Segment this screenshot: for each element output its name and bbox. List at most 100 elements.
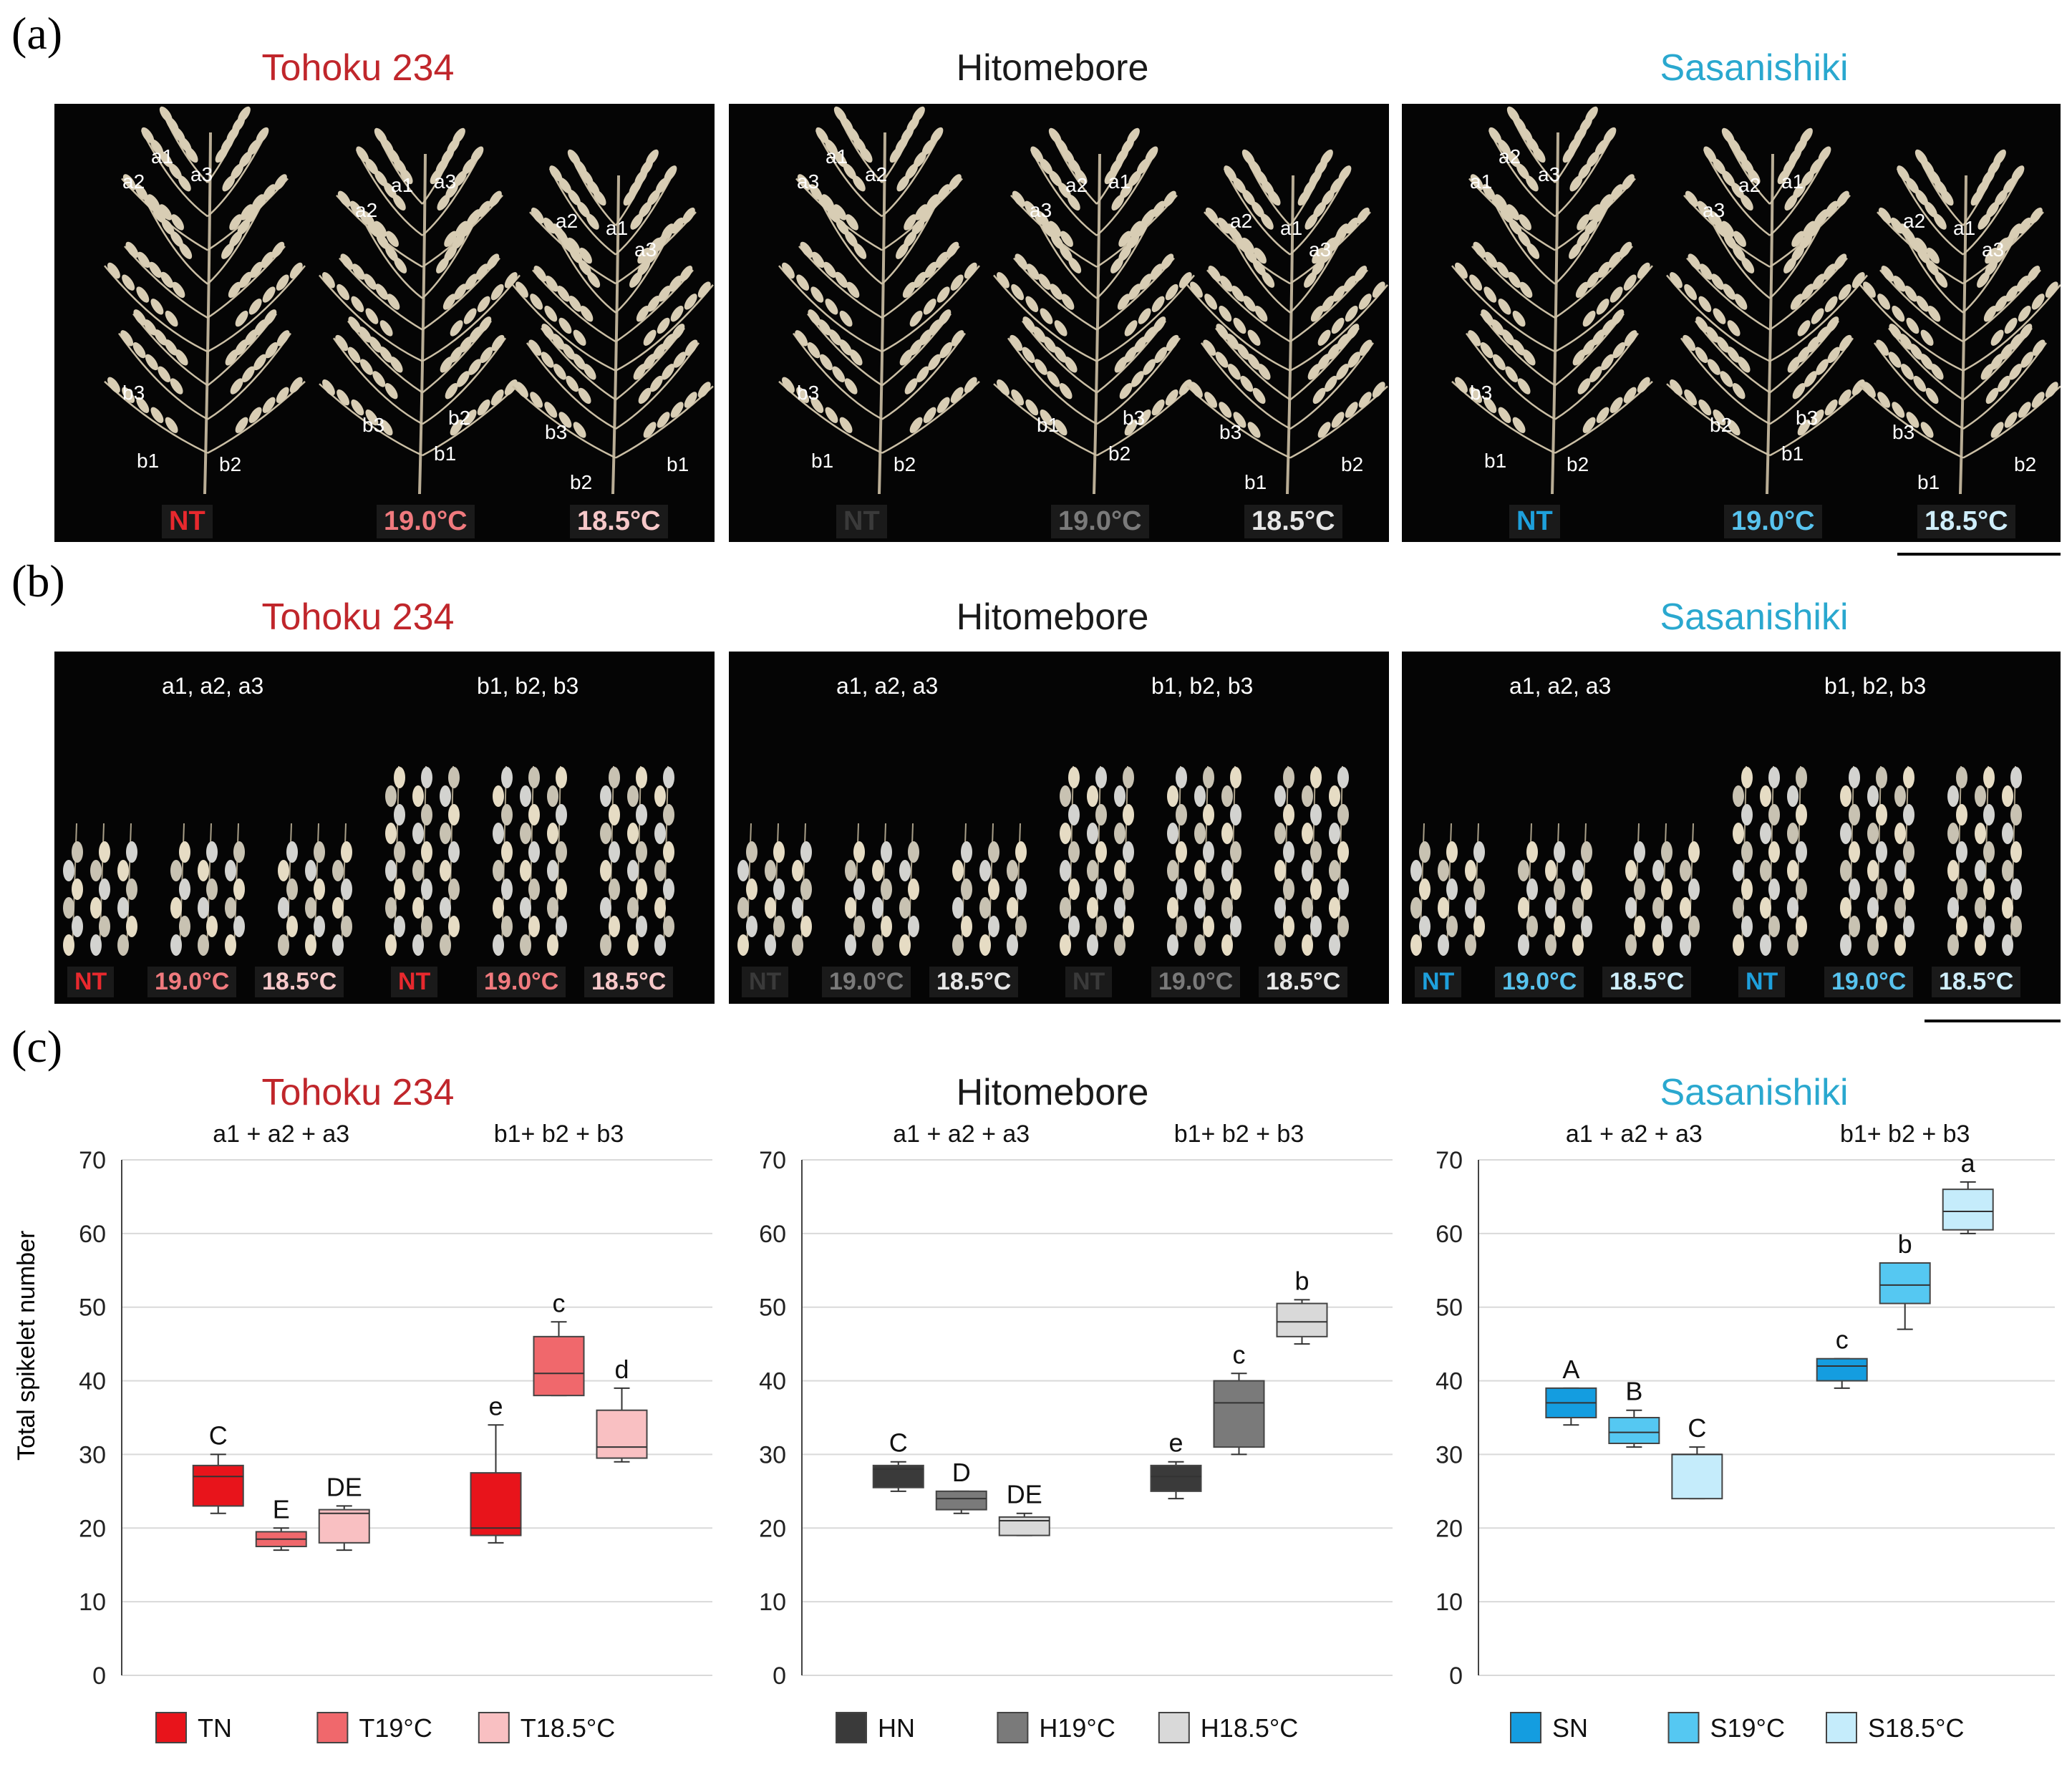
panicle	[1859, 149, 2061, 495]
spikelet-branch	[1167, 765, 1187, 956]
branch-group-label: a1, a2, a3	[1509, 673, 1612, 699]
temperature-label: NT	[1509, 505, 1560, 538]
y-axis-label: Total spikelet number	[13, 1230, 40, 1461]
spikelet-branch	[1545, 823, 1565, 956]
box	[192, 1453, 244, 1514]
spikelet-branch	[493, 765, 513, 956]
branch-label: a1	[1953, 216, 1976, 239]
y-tick-label: 20	[759, 1515, 786, 1542]
branch-group-label: b1, b2, b3	[1151, 673, 1254, 699]
y-tick-label: 40	[79, 1368, 106, 1395]
branch-label: a3	[634, 238, 657, 261]
temperature-label: NT	[836, 505, 887, 538]
temperature-label: 18.5°C	[929, 967, 1019, 997]
spikelet-branch	[1840, 765, 1860, 956]
y-tick-label: 70	[79, 1147, 106, 1174]
significance-letter: C	[889, 1428, 908, 1458]
panicle	[512, 149, 714, 495]
branch-label: b1	[1781, 442, 1804, 465]
branch-label: a2	[122, 170, 145, 193]
branch-label: a1	[1781, 170, 1804, 193]
branch-label: a2	[1499, 145, 1521, 168]
spikelet-branch	[1194, 765, 1214, 956]
panicle	[778, 106, 980, 495]
branch-label: b2	[1341, 452, 1364, 475]
spikelet-branch	[737, 823, 757, 956]
branch-label: b2	[1710, 413, 1733, 436]
significance-letter: C	[209, 1420, 228, 1450]
branch-label: b1	[1917, 470, 1940, 493]
group-label: b1+ b2 + b3	[494, 1120, 624, 1148]
spikelet-branch	[412, 765, 432, 956]
group-label: a1 + a2 + a3	[213, 1120, 349, 1148]
box	[1879, 1262, 1931, 1330]
title-c-hitomebore: Hitomebore	[956, 1072, 1149, 1113]
spikelet-branch	[627, 765, 647, 956]
y-tick-label: 30	[1436, 1441, 1463, 1468]
y-tick-label: 0	[1449, 1662, 1463, 1690]
spikelet-photo-hitomebore: a1, a2, a3 b1, b2, b3 NT 19.0°C 18.5°C NT 19.0…	[729, 652, 1389, 1004]
spikelet-branch	[952, 823, 972, 956]
branch-label: b2	[448, 406, 471, 429]
branch-label: b2	[219, 452, 242, 475]
branch-label: b3	[1892, 420, 1915, 443]
panicle-drawing	[778, 106, 1388, 495]
spikelet-branch	[765, 823, 785, 956]
branch-label: a2	[1065, 173, 1088, 196]
panel-letter-c: (c)	[11, 1021, 63, 1072]
temperature-label: 18.5°C	[584, 967, 674, 997]
spikelet-branch	[278, 823, 298, 956]
temperature-label: 19.0°C	[822, 967, 911, 997]
y-tick-label: 50	[79, 1294, 106, 1322]
branch-label: b1	[667, 452, 689, 475]
branch-label: b2	[1567, 452, 1589, 475]
box	[872, 1461, 924, 1492]
spikelet-branch	[1975, 765, 1995, 956]
temperature-label: NT	[1738, 967, 1786, 997]
box	[935, 1490, 987, 1514]
legend-label: SN	[1552, 1713, 1588, 1743]
y-tick-label: 40	[1436, 1368, 1463, 1395]
legend-swatch	[1667, 1712, 1700, 1743]
legend-swatch	[316, 1712, 349, 1743]
branch-label: a2	[1738, 173, 1761, 196]
panicle-drawing	[1451, 106, 2061, 495]
y-tick-label: 10	[79, 1589, 106, 1616]
box	[1816, 1357, 1868, 1389]
legend-label: T19°C	[359, 1713, 432, 1743]
spikelet-branch	[117, 823, 137, 956]
branch-label: b3	[1219, 420, 1242, 443]
title-a-sasanishiki: Sasanishiki	[1660, 47, 1849, 89]
branch-label: a3	[190, 163, 213, 185]
group-label: b1+ b2 + b3	[1840, 1120, 1970, 1148]
spikelet-branch	[520, 765, 540, 956]
spikelet-branch	[872, 823, 892, 956]
boxplot-hitomebore: 0 10 20 30 40 50 60 70 a1 + a2 + a3 b1+ b2 + b3 C D…	[737, 1117, 1396, 1761]
significance-letter: E	[273, 1494, 290, 1524]
spikelet-branch	[1302, 765, 1322, 956]
box	[318, 1505, 370, 1551]
spikelet-branch	[1087, 765, 1107, 956]
spikelet-drawing	[737, 765, 1349, 956]
significance-letter: c	[1836, 1325, 1849, 1355]
branch-label: a2	[556, 209, 578, 232]
spikelet-branch	[1572, 823, 1592, 956]
title-b-tohoku: Tohoku 234	[261, 596, 455, 638]
spikelet-branch	[1007, 823, 1027, 956]
significance-letter: DE	[326, 1472, 362, 1501]
y-tick-label: 30	[79, 1441, 106, 1468]
significance-letter: D	[952, 1458, 971, 1487]
branch-group-label: a1, a2, a3	[162, 673, 264, 699]
spikelet-drawing	[63, 765, 674, 956]
spikelet-branch	[225, 823, 245, 956]
panicle-photo-tohoku: a1 a2 a3 b3 b1 b2 a1 a3 a2 b2 b3 b1 a2 a1 a3 b3 b2 b1 NT 19…	[54, 104, 715, 542]
panel-letter-a: (a)	[11, 8, 63, 59]
significance-letter: a	[1961, 1148, 1976, 1178]
panicle	[319, 127, 521, 495]
spikelet-branch	[90, 823, 110, 956]
spikelet-branch	[547, 765, 567, 956]
y-tick-label: 60	[1436, 1221, 1463, 1248]
temperature-label: NT	[391, 967, 438, 997]
branch-label: a1	[1470, 170, 1493, 193]
scale-bar-a	[1897, 553, 2061, 556]
